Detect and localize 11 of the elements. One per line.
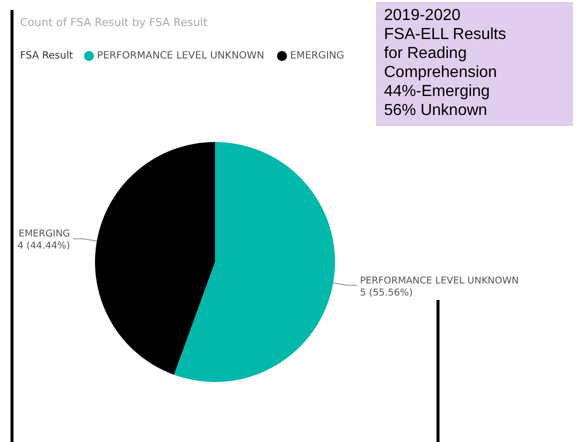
legend-label: EMERGING: [290, 50, 344, 62]
data-label: 4 (44.44%): [17, 240, 70, 252]
pie-slice: [174, 142, 335, 382]
text: 2019-2020 FSA-ELL Results for Reading Comprehension 44%-Emerging 56% Unknown: [384, 7, 506, 119]
data-label: 5 (55.56%): [360, 287, 413, 298]
legend-label: PERFORMANCE LEVEL UNKNOWN: [97, 50, 264, 62]
pie-slice: [95, 142, 215, 375]
slice-label: EMERGING: [18, 228, 70, 240]
chart-title: Count of FSA Result by FSA Result: [20, 16, 208, 29]
legend-title: FSA Result: [20, 50, 74, 62]
slice-label: PERFORMANCE LEVEL UNKNOWN: [360, 275, 519, 286]
